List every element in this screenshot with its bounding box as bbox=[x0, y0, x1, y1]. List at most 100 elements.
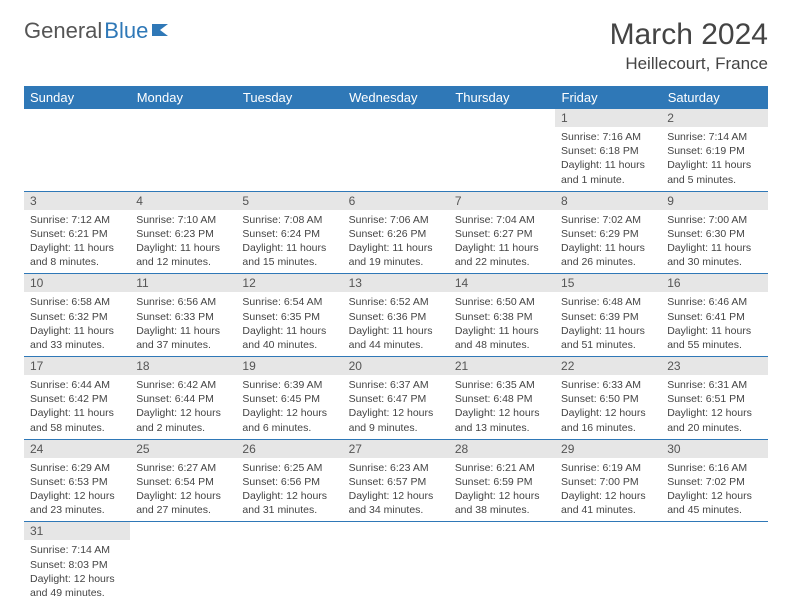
day-number: 10 bbox=[24, 274, 130, 292]
day-number: 20 bbox=[343, 357, 449, 375]
day-number: 14 bbox=[449, 274, 555, 292]
day-details: Sunrise: 6:31 AMSunset: 6:51 PMDaylight:… bbox=[661, 375, 767, 439]
day-details: Sunrise: 6:39 AMSunset: 6:45 PMDaylight:… bbox=[236, 375, 342, 439]
calendar-cell bbox=[130, 522, 236, 604]
calendar-cell: 11Sunrise: 6:56 AMSunset: 6:33 PMDayligh… bbox=[130, 274, 236, 357]
calendar-cell: 8Sunrise: 7:02 AMSunset: 6:29 PMDaylight… bbox=[555, 191, 661, 274]
day-details: Sunrise: 7:02 AMSunset: 6:29 PMDaylight:… bbox=[555, 210, 661, 274]
calendar-table: SundayMondayTuesdayWednesdayThursdayFrid… bbox=[24, 86, 768, 604]
day-number: 30 bbox=[661, 440, 767, 458]
day-number: 13 bbox=[343, 274, 449, 292]
day-details: Sunrise: 6:16 AMSunset: 7:02 PMDaylight:… bbox=[661, 458, 767, 522]
calendar-cell: 13Sunrise: 6:52 AMSunset: 6:36 PMDayligh… bbox=[343, 274, 449, 357]
calendar-cell: 27Sunrise: 6:23 AMSunset: 6:57 PMDayligh… bbox=[343, 439, 449, 522]
day-number: 19 bbox=[236, 357, 342, 375]
weekday-header: Saturday bbox=[661, 86, 767, 109]
calendar-cell: 21Sunrise: 6:35 AMSunset: 6:48 PMDayligh… bbox=[449, 357, 555, 440]
calendar-cell bbox=[24, 109, 130, 191]
brand-logo: GeneralBlue bbox=[24, 18, 174, 44]
calendar-cell bbox=[555, 522, 661, 604]
day-number: 27 bbox=[343, 440, 449, 458]
day-details: Sunrise: 6:25 AMSunset: 6:56 PMDaylight:… bbox=[236, 458, 342, 522]
weekday-header: Thursday bbox=[449, 86, 555, 109]
title-block: March 2024 Heillecourt, France bbox=[610, 18, 768, 74]
day-number: 4 bbox=[130, 192, 236, 210]
day-details: Sunrise: 6:29 AMSunset: 6:53 PMDaylight:… bbox=[24, 458, 130, 522]
calendar-cell: 5Sunrise: 7:08 AMSunset: 6:24 PMDaylight… bbox=[236, 191, 342, 274]
day-details: Sunrise: 7:04 AMSunset: 6:27 PMDaylight:… bbox=[449, 210, 555, 274]
day-details: Sunrise: 7:00 AMSunset: 6:30 PMDaylight:… bbox=[661, 210, 767, 274]
calendar-cell: 29Sunrise: 6:19 AMSunset: 7:00 PMDayligh… bbox=[555, 439, 661, 522]
calendar-cell: 25Sunrise: 6:27 AMSunset: 6:54 PMDayligh… bbox=[130, 439, 236, 522]
day-number: 5 bbox=[236, 192, 342, 210]
calendar-cell: 2Sunrise: 7:14 AMSunset: 6:19 PMDaylight… bbox=[661, 109, 767, 191]
calendar-cell bbox=[236, 109, 342, 191]
brand-part2: Blue bbox=[104, 18, 148, 44]
calendar-cell: 15Sunrise: 6:48 AMSunset: 6:39 PMDayligh… bbox=[555, 274, 661, 357]
day-number: 23 bbox=[661, 357, 767, 375]
calendar-cell: 7Sunrise: 7:04 AMSunset: 6:27 PMDaylight… bbox=[449, 191, 555, 274]
day-number: 9 bbox=[661, 192, 767, 210]
calendar-cell bbox=[661, 522, 767, 604]
day-number: 1 bbox=[555, 109, 661, 127]
day-details: Sunrise: 6:54 AMSunset: 6:35 PMDaylight:… bbox=[236, 292, 342, 356]
calendar-cell: 1Sunrise: 7:16 AMSunset: 6:18 PMDaylight… bbox=[555, 109, 661, 191]
day-number: 24 bbox=[24, 440, 130, 458]
weekday-header: Friday bbox=[555, 86, 661, 109]
day-number: 21 bbox=[449, 357, 555, 375]
brand-part1: General bbox=[24, 18, 102, 44]
calendar-cell: 3Sunrise: 7:12 AMSunset: 6:21 PMDaylight… bbox=[24, 191, 130, 274]
weekday-header: Wednesday bbox=[343, 86, 449, 109]
day-number: 8 bbox=[555, 192, 661, 210]
calendar-cell: 20Sunrise: 6:37 AMSunset: 6:47 PMDayligh… bbox=[343, 357, 449, 440]
weekday-header: Sunday bbox=[24, 86, 130, 109]
day-details: Sunrise: 7:14 AMSunset: 8:03 PMDaylight:… bbox=[24, 540, 130, 604]
day-number: 7 bbox=[449, 192, 555, 210]
calendar-cell: 9Sunrise: 7:00 AMSunset: 6:30 PMDaylight… bbox=[661, 191, 767, 274]
day-details: Sunrise: 6:19 AMSunset: 7:00 PMDaylight:… bbox=[555, 458, 661, 522]
day-details: Sunrise: 6:44 AMSunset: 6:42 PMDaylight:… bbox=[24, 375, 130, 439]
day-details: Sunrise: 6:42 AMSunset: 6:44 PMDaylight:… bbox=[130, 375, 236, 439]
calendar-cell: 17Sunrise: 6:44 AMSunset: 6:42 PMDayligh… bbox=[24, 357, 130, 440]
calendar-cell: 24Sunrise: 6:29 AMSunset: 6:53 PMDayligh… bbox=[24, 439, 130, 522]
calendar-cell: 31Sunrise: 7:14 AMSunset: 8:03 PMDayligh… bbox=[24, 522, 130, 604]
calendar-cell bbox=[449, 109, 555, 191]
calendar-cell bbox=[343, 522, 449, 604]
calendar-head: SundayMondayTuesdayWednesdayThursdayFrid… bbox=[24, 86, 768, 109]
day-number: 12 bbox=[236, 274, 342, 292]
calendar-cell: 19Sunrise: 6:39 AMSunset: 6:45 PMDayligh… bbox=[236, 357, 342, 440]
day-details: Sunrise: 6:23 AMSunset: 6:57 PMDaylight:… bbox=[343, 458, 449, 522]
day-number: 29 bbox=[555, 440, 661, 458]
location-subtitle: Heillecourt, France bbox=[610, 54, 768, 74]
day-number: 25 bbox=[130, 440, 236, 458]
calendar-cell bbox=[449, 522, 555, 604]
calendar-body: 1Sunrise: 7:16 AMSunset: 6:18 PMDaylight… bbox=[24, 109, 768, 604]
day-number: 3 bbox=[24, 192, 130, 210]
day-number: 17 bbox=[24, 357, 130, 375]
calendar-cell: 30Sunrise: 6:16 AMSunset: 7:02 PMDayligh… bbox=[661, 439, 767, 522]
day-number: 2 bbox=[661, 109, 767, 127]
calendar-cell: 10Sunrise: 6:58 AMSunset: 6:32 PMDayligh… bbox=[24, 274, 130, 357]
day-number: 6 bbox=[343, 192, 449, 210]
day-details: Sunrise: 6:50 AMSunset: 6:38 PMDaylight:… bbox=[449, 292, 555, 356]
day-details: Sunrise: 6:37 AMSunset: 6:47 PMDaylight:… bbox=[343, 375, 449, 439]
day-number: 22 bbox=[555, 357, 661, 375]
flag-icon bbox=[152, 18, 174, 44]
day-details: Sunrise: 7:08 AMSunset: 6:24 PMDaylight:… bbox=[236, 210, 342, 274]
day-details: Sunrise: 6:33 AMSunset: 6:50 PMDaylight:… bbox=[555, 375, 661, 439]
day-number: 15 bbox=[555, 274, 661, 292]
day-details: Sunrise: 6:48 AMSunset: 6:39 PMDaylight:… bbox=[555, 292, 661, 356]
day-details: Sunrise: 6:58 AMSunset: 6:32 PMDaylight:… bbox=[24, 292, 130, 356]
day-details: Sunrise: 6:46 AMSunset: 6:41 PMDaylight:… bbox=[661, 292, 767, 356]
calendar-cell: 18Sunrise: 6:42 AMSunset: 6:44 PMDayligh… bbox=[130, 357, 236, 440]
calendar-cell: 26Sunrise: 6:25 AMSunset: 6:56 PMDayligh… bbox=[236, 439, 342, 522]
header: GeneralBlue March 2024 Heillecourt, Fran… bbox=[24, 18, 768, 74]
calendar-cell: 22Sunrise: 6:33 AMSunset: 6:50 PMDayligh… bbox=[555, 357, 661, 440]
day-details: Sunrise: 7:12 AMSunset: 6:21 PMDaylight:… bbox=[24, 210, 130, 274]
day-number: 18 bbox=[130, 357, 236, 375]
day-number: 16 bbox=[661, 274, 767, 292]
calendar-cell: 28Sunrise: 6:21 AMSunset: 6:59 PMDayligh… bbox=[449, 439, 555, 522]
weekday-header: Monday bbox=[130, 86, 236, 109]
weekday-header: Tuesday bbox=[236, 86, 342, 109]
day-number: 11 bbox=[130, 274, 236, 292]
